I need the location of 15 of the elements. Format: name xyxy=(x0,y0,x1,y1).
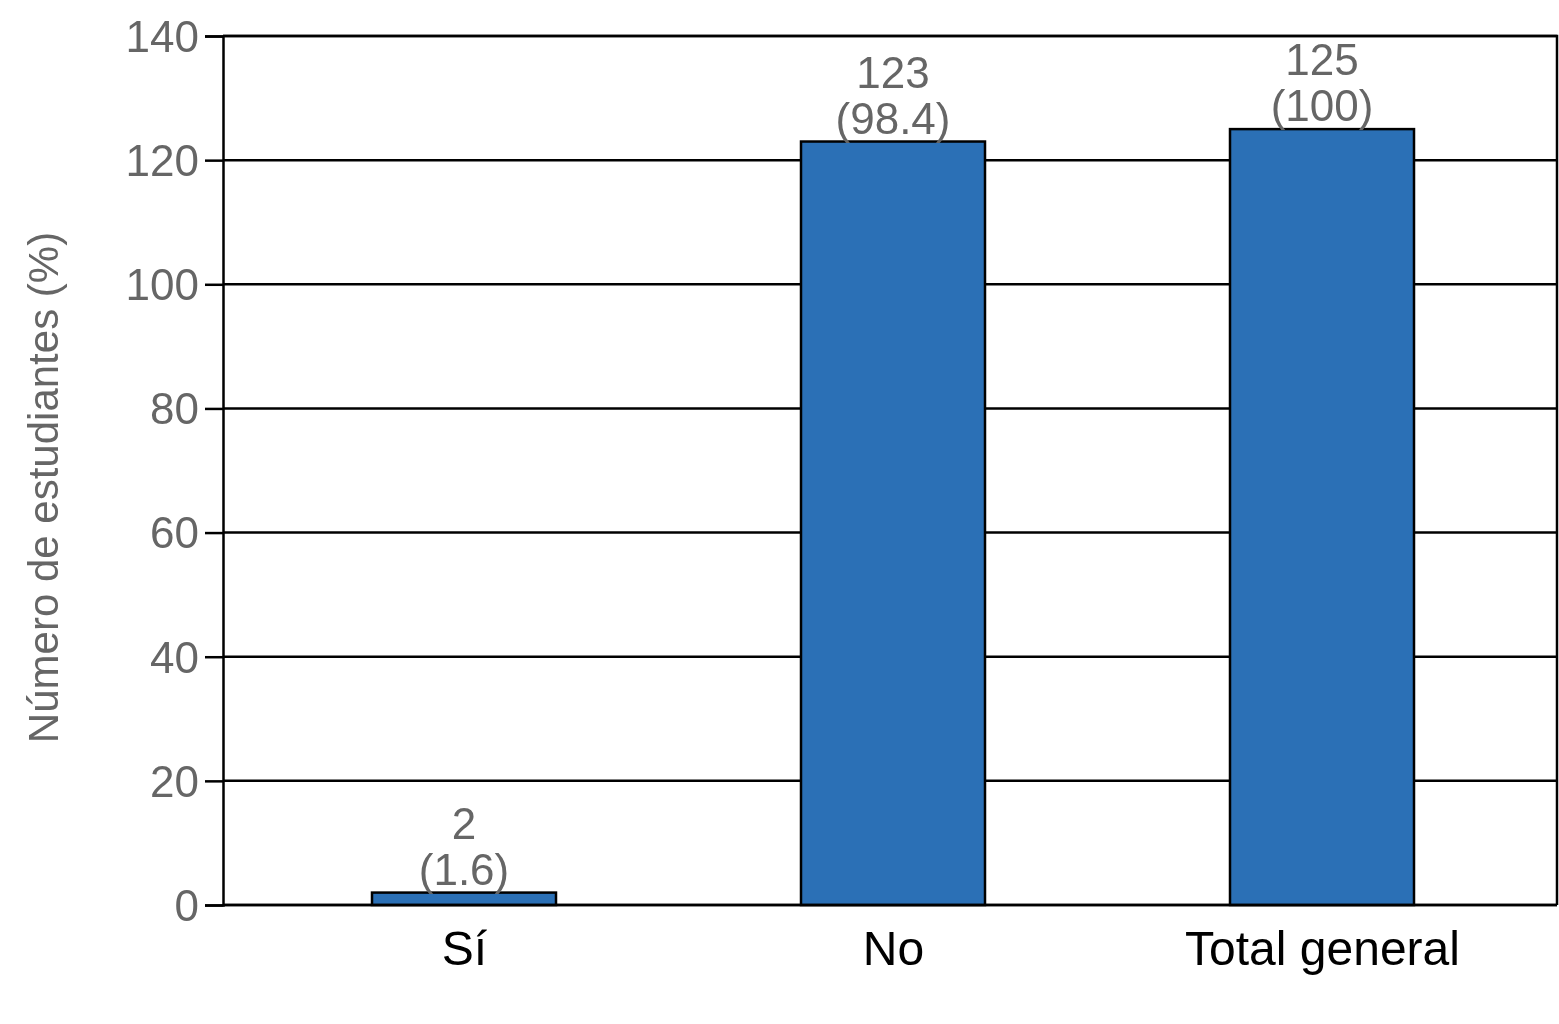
x-tick-label: No xyxy=(862,922,925,976)
data-label: 125 (100) xyxy=(1270,35,1374,131)
y-tick-label: 120 xyxy=(125,136,199,186)
y-tick-label: 80 xyxy=(150,384,199,434)
data-label: 123 (98.4) xyxy=(835,47,951,143)
y-tick-label: 140 xyxy=(125,11,199,61)
x-tick-label: Sí xyxy=(441,922,488,976)
y-tick-label: 100 xyxy=(125,260,199,310)
x-tick-label: Total general xyxy=(1185,922,1460,976)
y-tick-label: 20 xyxy=(150,756,199,806)
y-axis-title: Número de estudiantes (%) xyxy=(20,231,67,744)
y-tick-label: 60 xyxy=(150,508,199,558)
data-label: 2 (1.6) xyxy=(418,798,510,894)
y-tick-label: 40 xyxy=(150,632,199,682)
y-tick-label: 0 xyxy=(174,880,199,930)
